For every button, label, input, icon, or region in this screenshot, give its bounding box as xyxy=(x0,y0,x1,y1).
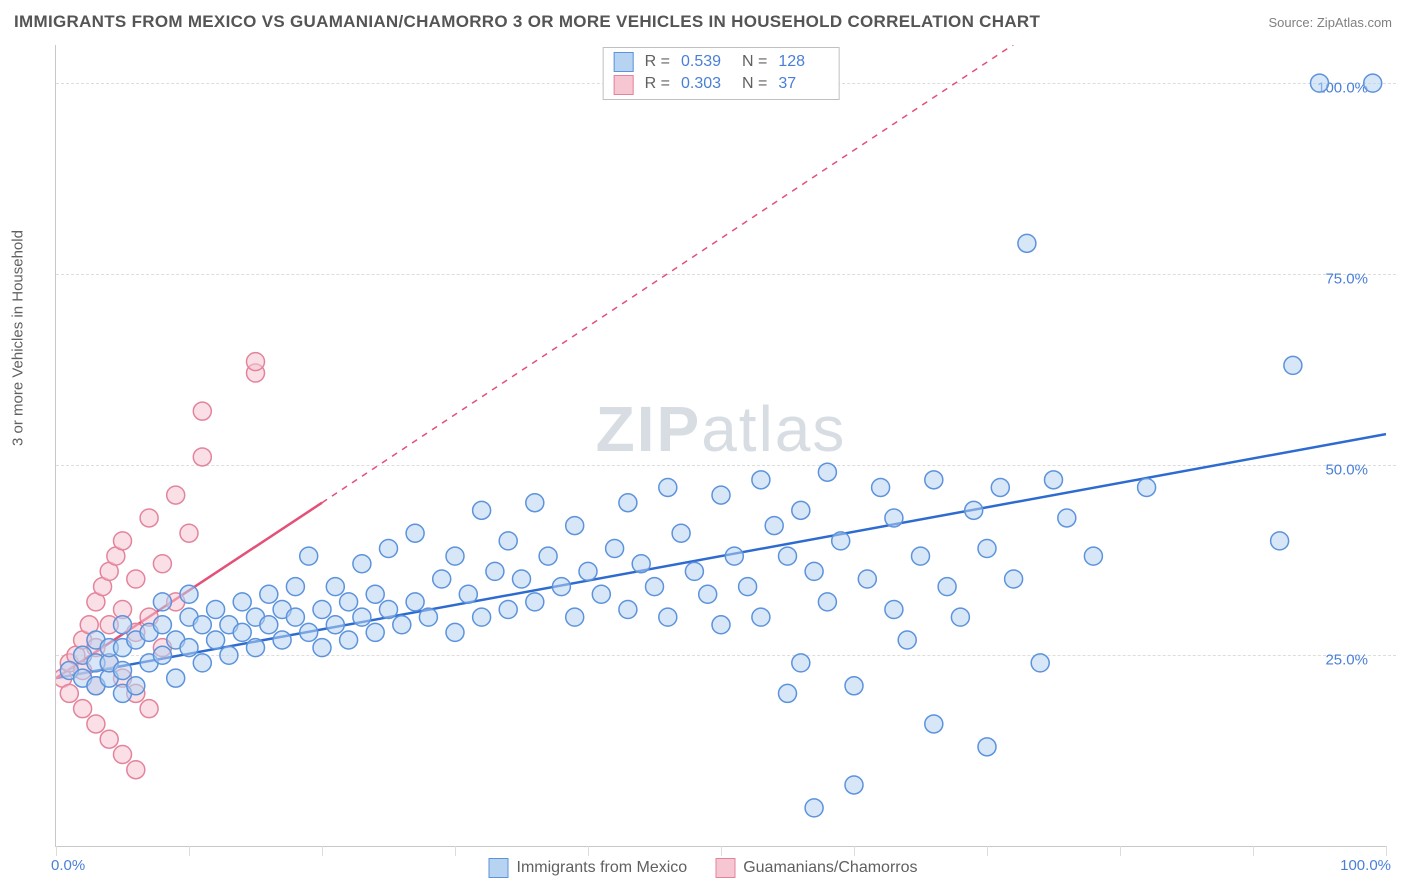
chart-plot-area: ZIPatlas R = 0.539 N = 128 R = 0.303 N =… xyxy=(55,45,1386,847)
legend-item-pink: Guamanians/Chamorros xyxy=(715,858,917,878)
r-value: 0.303 xyxy=(681,73,731,95)
x-tick-label: 100.0% xyxy=(1340,857,1391,874)
swatch-icon xyxy=(715,858,735,878)
swatch-icon xyxy=(614,52,634,72)
legend-item-blue: Immigrants from Mexico xyxy=(489,858,688,878)
corr-row-pink: R = 0.303 N = 37 xyxy=(614,73,829,95)
swatch-icon xyxy=(489,858,509,878)
scatter-svg xyxy=(56,45,1386,846)
corr-row-blue: R = 0.539 N = 128 xyxy=(614,51,829,73)
bottom-legend: Immigrants from Mexico Guamanians/Chamor… xyxy=(489,858,918,878)
r-label: R = xyxy=(645,73,670,95)
chart-title: IMMIGRANTS FROM MEXICO VS GUAMANIAN/CHAM… xyxy=(14,12,1040,32)
r-value: 0.539 xyxy=(681,51,731,73)
n-value: 128 xyxy=(778,51,828,73)
n-label: N = xyxy=(742,73,767,95)
legend-label: Guamanians/Chamorros xyxy=(743,859,917,877)
x-tick-label: 0.0% xyxy=(51,857,85,874)
n-value: 37 xyxy=(778,73,828,95)
legend-label: Immigrants from Mexico xyxy=(517,859,688,877)
correlation-legend-box: R = 0.539 N = 128 R = 0.303 N = 37 xyxy=(603,47,840,100)
y-axis-label: 3 or more Vehicles in Household xyxy=(10,230,27,446)
swatch-icon xyxy=(614,75,634,95)
n-label: N = xyxy=(742,51,767,73)
r-label: R = xyxy=(645,51,670,73)
source-label: Source: ZipAtlas.com xyxy=(1268,15,1392,30)
